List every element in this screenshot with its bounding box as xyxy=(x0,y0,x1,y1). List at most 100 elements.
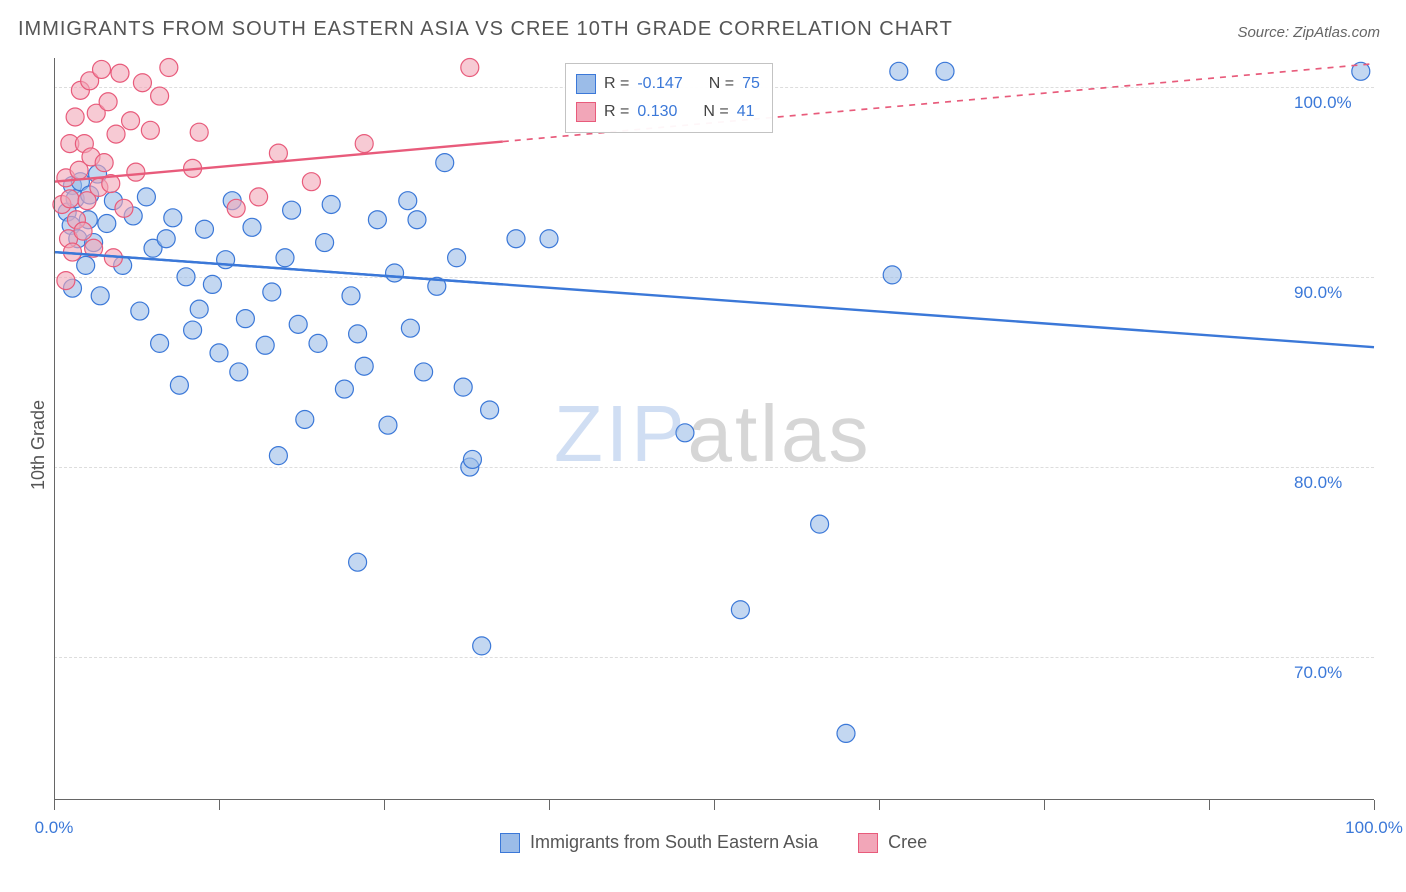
data-point xyxy=(230,363,248,381)
data-point xyxy=(74,222,92,240)
data-point xyxy=(263,283,281,301)
legend-n-value-1: 75 xyxy=(742,75,760,93)
scatter-plot-svg xyxy=(54,58,1374,800)
data-point xyxy=(355,357,373,375)
data-point xyxy=(276,249,294,267)
data-point xyxy=(57,272,75,290)
bottom-legend-label-1: Immigrants from South Eastern Asia xyxy=(530,832,818,853)
legend-row-series1: R = -0.147 N = 75 xyxy=(576,70,760,98)
data-point xyxy=(399,192,417,210)
data-point xyxy=(322,195,340,213)
data-point xyxy=(98,215,116,233)
x-tick xyxy=(1374,800,1375,810)
data-point xyxy=(141,121,159,139)
data-point xyxy=(195,220,213,238)
data-point xyxy=(731,601,749,619)
legend-swatch-1 xyxy=(576,74,596,94)
data-point xyxy=(61,190,79,208)
data-point xyxy=(837,724,855,742)
data-point xyxy=(170,376,188,394)
data-point xyxy=(203,275,221,293)
data-point xyxy=(91,287,109,305)
chart-plot-area: ZIPatlas xyxy=(54,58,1374,800)
data-point xyxy=(379,416,397,434)
data-point xyxy=(386,264,404,282)
data-point xyxy=(448,249,466,267)
y-axis-line xyxy=(54,58,55,800)
data-point xyxy=(676,424,694,442)
data-point xyxy=(936,62,954,80)
bottom-legend-swatch-1 xyxy=(500,833,520,853)
legend-r-value-1: -0.147 xyxy=(637,75,682,93)
y-tick-label: 80.0% xyxy=(1294,473,1342,493)
data-point xyxy=(184,321,202,339)
bottom-legend: Immigrants from South Eastern Asia Cree xyxy=(500,832,927,853)
data-point xyxy=(157,230,175,248)
data-point xyxy=(243,218,261,236)
data-point xyxy=(349,325,367,343)
legend-r-label-2: R = xyxy=(604,103,629,121)
data-point xyxy=(151,87,169,105)
data-point xyxy=(190,300,208,318)
x-tick xyxy=(1209,800,1210,810)
legend-swatch-2 xyxy=(576,102,596,122)
bottom-legend-swatch-2 xyxy=(858,833,878,853)
data-point xyxy=(463,450,481,468)
data-point xyxy=(309,334,327,352)
x-tick xyxy=(384,800,385,810)
data-point xyxy=(95,154,113,172)
x-tick xyxy=(1044,800,1045,810)
x-tick xyxy=(714,800,715,810)
bottom-legend-label-2: Cree xyxy=(888,832,927,853)
data-point xyxy=(210,344,228,362)
data-point xyxy=(283,201,301,219)
data-point xyxy=(269,447,287,465)
data-point xyxy=(99,93,117,111)
data-point xyxy=(190,123,208,141)
data-point xyxy=(316,234,334,252)
legend-n-label-1: N = xyxy=(709,75,734,93)
data-point xyxy=(289,315,307,333)
data-point xyxy=(256,336,274,354)
data-point xyxy=(355,135,373,153)
data-point xyxy=(250,188,268,206)
data-point xyxy=(454,378,472,396)
x-tick xyxy=(549,800,550,810)
data-point xyxy=(890,62,908,80)
data-point xyxy=(883,266,901,284)
data-point xyxy=(137,188,155,206)
data-point xyxy=(368,211,386,229)
data-point xyxy=(131,302,149,320)
data-point xyxy=(540,230,558,248)
data-point xyxy=(349,553,367,571)
y-axis-label: 10th Grade xyxy=(28,400,49,490)
y-tick-label: 70.0% xyxy=(1294,663,1342,683)
data-point xyxy=(415,363,433,381)
legend-n-value-2: 41 xyxy=(737,103,755,121)
legend-n-label-2: N = xyxy=(703,103,728,121)
correlation-legend: R = -0.147 N = 75 R = 0.130 N = 41 xyxy=(565,63,773,133)
y-tick-label: 90.0% xyxy=(1294,283,1342,303)
data-point xyxy=(436,154,454,172)
data-point xyxy=(302,173,320,191)
data-point xyxy=(177,268,195,286)
chart-title: IMMIGRANTS FROM SOUTH EASTERN ASIA VS CR… xyxy=(18,18,953,41)
x-tick xyxy=(879,800,880,810)
x-tick-label-max: 100.0% xyxy=(1345,818,1403,838)
data-point xyxy=(122,112,140,130)
data-point xyxy=(335,380,353,398)
data-point xyxy=(66,108,84,126)
y-tick-label: 100.0% xyxy=(1294,93,1352,113)
data-point xyxy=(236,310,254,328)
data-point xyxy=(127,163,145,181)
data-point xyxy=(151,334,169,352)
data-point xyxy=(408,211,426,229)
data-point xyxy=(160,59,178,77)
data-point xyxy=(473,637,491,655)
x-tick xyxy=(54,800,55,810)
data-point xyxy=(481,401,499,419)
data-point xyxy=(107,125,125,143)
data-point xyxy=(77,256,95,274)
source-attribution: Source: ZipAtlas.com xyxy=(1237,24,1380,41)
data-point xyxy=(507,230,525,248)
